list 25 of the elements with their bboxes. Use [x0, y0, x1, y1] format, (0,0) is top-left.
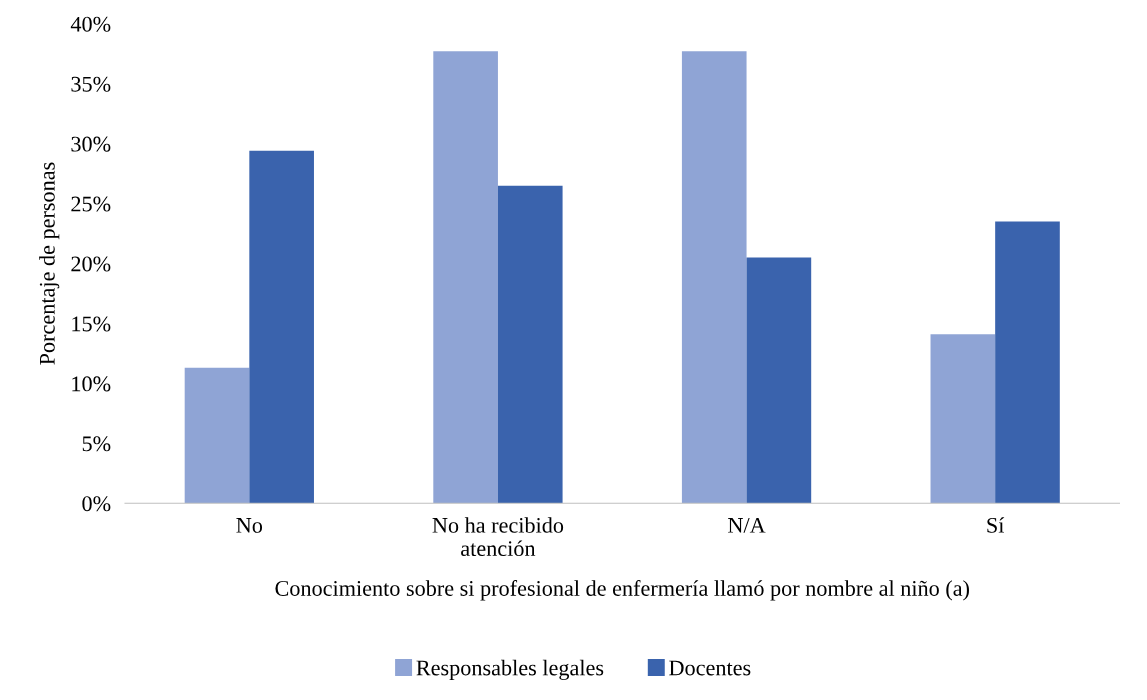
y-tick-label: 25%: [71, 196, 111, 212]
x-tick-label: N/A: [728, 517, 766, 533]
legend-label: Docentes: [669, 660, 751, 676]
bar: [930, 334, 996, 504]
bar: [249, 150, 314, 504]
y-tick-label: 35%: [71, 76, 111, 92]
y-tick-label: 0%: [82, 496, 111, 512]
x-tick-label: No ha recibido atención: [432, 517, 564, 557]
x-axis-title: Conocimiento sobre si profesional de enfermería llamó por nombre al niño (a): [275, 580, 969, 601]
y-tick-label: 15%: [72, 316, 111, 332]
y-tick-label: 30%: [71, 136, 111, 152]
y-tick-label: 20%: [71, 256, 111, 272]
x-tick-label: Sí: [987, 517, 1005, 533]
y-tick-label: 5%: [82, 436, 111, 452]
bar: [497, 185, 563, 504]
bar: [184, 367, 250, 504]
bar: [746, 257, 812, 504]
legend-label: Responsables legales: [416, 659, 604, 680]
bar: [433, 51, 498, 504]
y-axis-title: Porcentaje de personas: [39, 162, 60, 365]
x-tick-label: No: [236, 518, 263, 533]
bar: [681, 51, 747, 504]
y-tick-label: 10%: [72, 376, 111, 392]
bar: [995, 221, 1060, 504]
y-tick-label: 40%: [70, 16, 111, 32]
